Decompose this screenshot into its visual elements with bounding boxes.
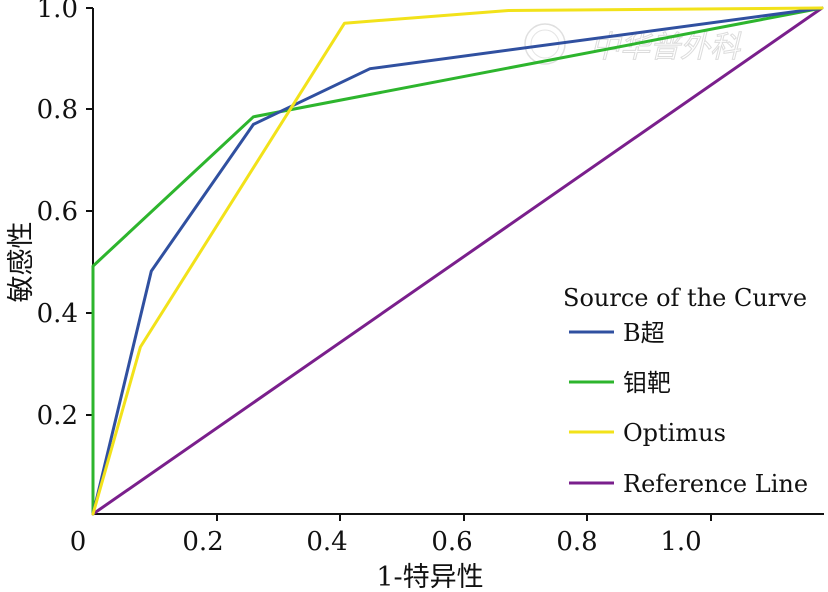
x-ticks: 0 0.2 0.4 0.6 0.8 1.0: [70, 514, 712, 557]
series-layer: [91, 6, 824, 516]
legend-label: B超: [623, 319, 665, 347]
y-tick-label: 0.4: [37, 299, 78, 329]
x-tick-label: 0.6: [431, 527, 472, 557]
legend-label: 钼靶: [623, 369, 671, 397]
legend-title: Source of the Curve: [563, 284, 807, 312]
y-tick-label: 0.6: [37, 197, 78, 227]
legend-label: Reference Line: [623, 470, 808, 498]
x-tick-label: 1.0: [660, 527, 701, 557]
series-line-0: [91, 6, 824, 516]
x-tick-label: 0.8: [556, 527, 597, 557]
y-tick-label: 1.0: [37, 0, 78, 24]
y-tick-label: 0.2: [37, 401, 78, 431]
x-tick-label: 0.2: [182, 527, 223, 557]
series-line-2: [91, 6, 824, 516]
series-line-1: [91, 6, 824, 516]
series-line-3: [91, 6, 824, 516]
legend-label: Optimus: [623, 419, 726, 447]
x-tick-label: 0: [70, 527, 87, 557]
x-tick-label: 0.4: [306, 527, 347, 557]
y-axis-title: 敏感性: [6, 222, 37, 303]
y-tick-label: 0.8: [37, 95, 78, 125]
y-ticks: 0.2 0.4 0.6 0.8 1.0: [37, 0, 93, 431]
x-axis-title: 1-特异性: [376, 562, 483, 592]
